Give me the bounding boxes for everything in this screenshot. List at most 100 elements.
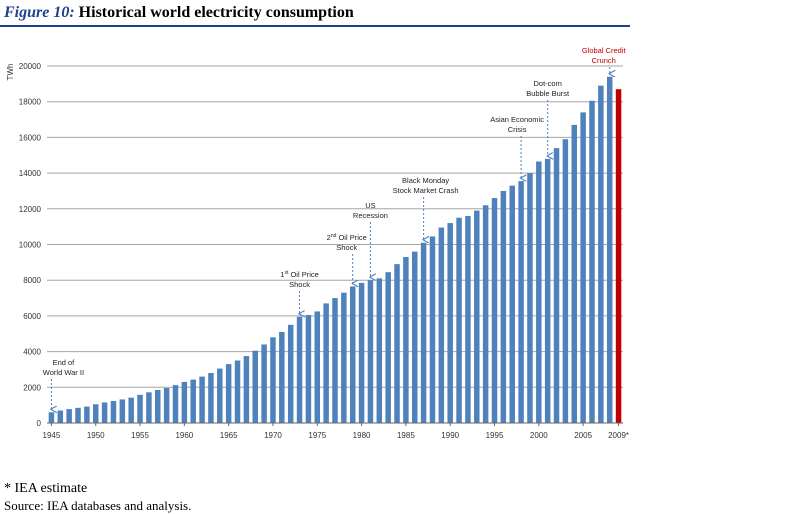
bar (119, 399, 126, 423)
bar (429, 236, 436, 423)
x-tick-labels: 1945 1950 1955 1960 1965 1970 1975 1980 1985 1990… (43, 423, 629, 440)
bars (48, 76, 622, 424)
bar (305, 315, 312, 423)
bar (217, 368, 223, 423)
annotation-label: Global Credit (582, 46, 627, 55)
bar (137, 394, 143, 423)
bar (482, 205, 489, 423)
annotation-label: 1st Oil Price (280, 270, 318, 279)
bar (128, 397, 134, 423)
x-tick-label: 1980 (353, 431, 371, 440)
annotation-label: Crunch (592, 56, 616, 65)
y-tick-label: 2000 (23, 383, 41, 392)
annotation-label: US (365, 201, 375, 210)
bar (84, 406, 90, 423)
annotation-label: Shock (289, 280, 310, 289)
bar (349, 286, 356, 423)
figure-title: Figure 10: Historical world electricity … (4, 4, 354, 22)
y-tick-labels: 0 2000 4000 6000 8000 10000 12000 14000 16000 180… (19, 62, 42, 428)
bar (66, 409, 72, 423)
x-tick-label: 1990 (441, 431, 459, 440)
annotation-label: Asian Economic (490, 115, 544, 124)
bar (146, 392, 152, 423)
bar (181, 381, 188, 423)
bar (252, 350, 258, 423)
y-axis-label: TWh (6, 64, 15, 81)
footnote: * IEA estimate (4, 481, 88, 496)
x-tick-label: 1965 (220, 431, 238, 440)
bar (536, 161, 542, 423)
bar (562, 139, 569, 423)
bar (474, 210, 480, 423)
x-tick-label: 1955 (131, 431, 149, 440)
x-tick-label: 1995 (486, 431, 504, 440)
bar (553, 148, 560, 424)
bar (518, 181, 524, 423)
bar (589, 100, 595, 423)
bar (332, 298, 338, 423)
bar (447, 223, 453, 423)
bar (376, 278, 383, 423)
y-tick-label: 14000 (19, 169, 42, 178)
bar (341, 292, 347, 423)
y-tick-label: 20000 (19, 62, 42, 71)
bar (500, 190, 507, 423)
bar (323, 303, 329, 423)
bar (110, 401, 117, 423)
y-tick-label: 10000 (19, 241, 42, 250)
bar (172, 385, 179, 423)
x-tick-label: 1970 (264, 431, 282, 440)
bar (287, 324, 294, 423)
y-tick-label: 12000 (19, 205, 42, 214)
bar (606, 76, 613, 424)
x-tick-label: 1960 (175, 431, 193, 440)
bar (101, 402, 108, 423)
annotation-label: End of (53, 358, 76, 367)
bar (92, 404, 99, 423)
annotation-label: Shock (336, 243, 357, 252)
annotation-label: Crisis (508, 125, 527, 134)
bar (314, 311, 321, 423)
bar (580, 112, 586, 423)
bar (367, 280, 374, 423)
bar (261, 344, 267, 423)
annotation-label: World War II (43, 368, 84, 377)
bar (438, 227, 445, 423)
figure-title-text: Historical world electricity consumption (78, 4, 354, 21)
title-rule (0, 25, 630, 27)
bar (403, 257, 409, 423)
y-tick-label: 18000 (19, 98, 42, 107)
bar (48, 412, 55, 423)
bar (394, 264, 400, 423)
x-tick-label: 1950 (87, 431, 105, 440)
bar (509, 185, 515, 423)
annotation-label: Stock Market Crash (393, 186, 459, 195)
bar (163, 388, 170, 423)
y-tick-label: 4000 (23, 348, 41, 357)
x-tick-label: 2009* (608, 431, 629, 440)
bar (385, 272, 391, 423)
bar (279, 331, 285, 423)
bar (155, 389, 161, 423)
bar (465, 215, 471, 423)
y-tick-label: 16000 (19, 133, 42, 142)
bar (190, 379, 196, 423)
y-tick-label: 0 (37, 419, 42, 428)
y-tick-label: 8000 (23, 276, 41, 285)
annotation-label: Dot-com (534, 79, 562, 88)
figure-number: Figure 10: (4, 4, 75, 21)
source-note: Source: IEA databases and analysis. (4, 498, 192, 513)
bar (243, 356, 250, 423)
bar (225, 364, 232, 423)
bar-highlight (615, 89, 622, 423)
bar (57, 410, 64, 423)
bar (491, 198, 498, 423)
annotation-label: 2nd Oil Price (327, 233, 367, 242)
annotation-label: Recession (353, 211, 388, 220)
x-tick-label: 2005 (574, 431, 592, 440)
